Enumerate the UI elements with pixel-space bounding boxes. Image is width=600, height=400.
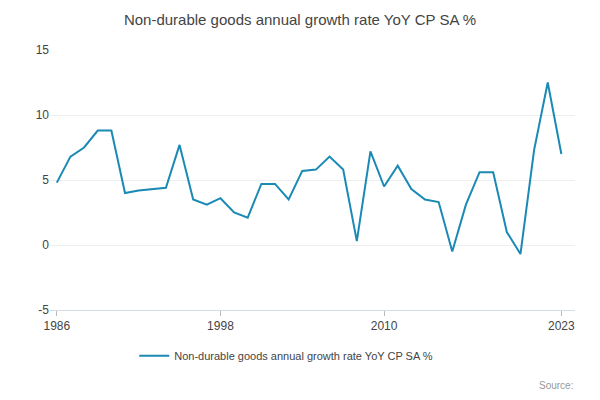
- svg-text:15: 15: [36, 43, 50, 57]
- svg-text:2010: 2010: [371, 319, 398, 333]
- svg-text:0: 0: [42, 238, 49, 252]
- svg-text:1998: 1998: [207, 319, 234, 333]
- svg-text:Source:: Source:: [539, 380, 573, 391]
- svg-text:Non-durable goods annual growt: Non-durable goods annual growth rate YoY…: [124, 11, 476, 28]
- svg-text:5: 5: [42, 173, 49, 187]
- svg-text:-5: -5: [38, 303, 49, 317]
- svg-text:Non-durable goods annual growt: Non-durable goods annual growth rate YoY…: [174, 350, 432, 362]
- svg-text:2023: 2023: [548, 319, 575, 333]
- svg-text:10: 10: [36, 108, 50, 122]
- svg-text:1986: 1986: [43, 319, 70, 333]
